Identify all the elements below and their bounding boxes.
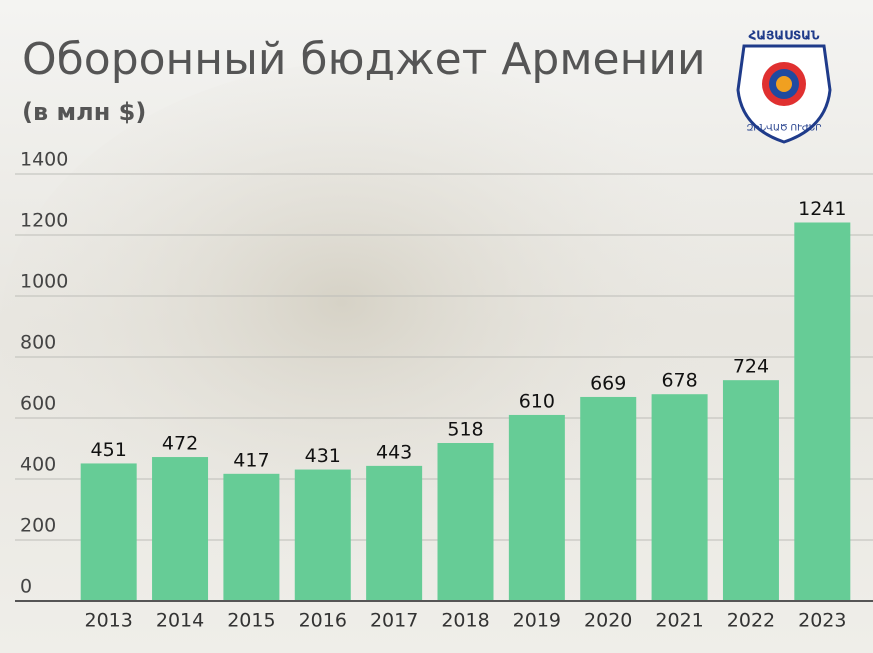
bar <box>794 222 851 601</box>
x-tick-label: 2017 <box>370 610 418 632</box>
y-tick-label: 200 <box>20 515 56 537</box>
value-label: 669 <box>590 372 626 394</box>
y-tick-label: 1200 <box>20 210 68 232</box>
value-label: 431 <box>305 445 341 467</box>
bar <box>80 463 137 601</box>
x-tick-label: 2022 <box>727 610 775 632</box>
value-label: 678 <box>661 370 697 392</box>
x-tick-label: 2019 <box>513 610 561 632</box>
value-label: 451 <box>91 439 127 461</box>
bar <box>223 473 280 601</box>
chart-title: Оборонный бюджет Армении <box>22 34 706 85</box>
x-tick-label: 2020 <box>584 610 632 632</box>
bar <box>294 469 351 601</box>
value-label: 443 <box>376 441 412 463</box>
x-tick-label: 2015 <box>227 610 275 632</box>
bar <box>437 443 494 601</box>
x-tick-label: 2023 <box>798 610 846 632</box>
y-tick-label: 1400 <box>20 149 68 171</box>
bar <box>152 457 209 601</box>
y-tick-label: 800 <box>20 332 56 354</box>
y-tick-label: 400 <box>20 454 56 476</box>
y-tick-label: 1000 <box>20 271 68 293</box>
bar <box>651 394 708 601</box>
value-label: 518 <box>447 419 483 441</box>
value-label: 472 <box>162 433 198 455</box>
value-label: 1241 <box>798 198 846 220</box>
bar <box>580 396 637 601</box>
x-tick-label: 2014 <box>156 610 204 632</box>
x-tick-label: 2013 <box>85 610 133 632</box>
bar <box>366 465 423 601</box>
bar <box>722 380 779 601</box>
x-tick-label: 2016 <box>299 610 347 632</box>
value-label: 417 <box>233 449 269 471</box>
logo: ՀԱՅԱՍՏԱՆ ԶԻՆՎԱԾ ՈՒԺԵՐ <box>736 29 832 144</box>
bar <box>508 414 565 601</box>
y-tick-label: 600 <box>20 393 56 415</box>
x-tick-label: 2021 <box>655 610 703 632</box>
y-tick-label: 0 <box>20 576 32 598</box>
x-tick-label: 2018 <box>441 610 489 632</box>
logo-orange <box>776 76 792 92</box>
logo-top-text: ՀԱՅԱՍՏԱՆ <box>748 29 819 43</box>
value-label: 610 <box>519 390 555 412</box>
logo-bottom-text: ԶԻՆՎԱԾ ՈՒԺԵՐ <box>746 124 821 134</box>
chart-subtitle: (в млн $) <box>22 98 146 126</box>
value-label: 724 <box>733 356 769 378</box>
